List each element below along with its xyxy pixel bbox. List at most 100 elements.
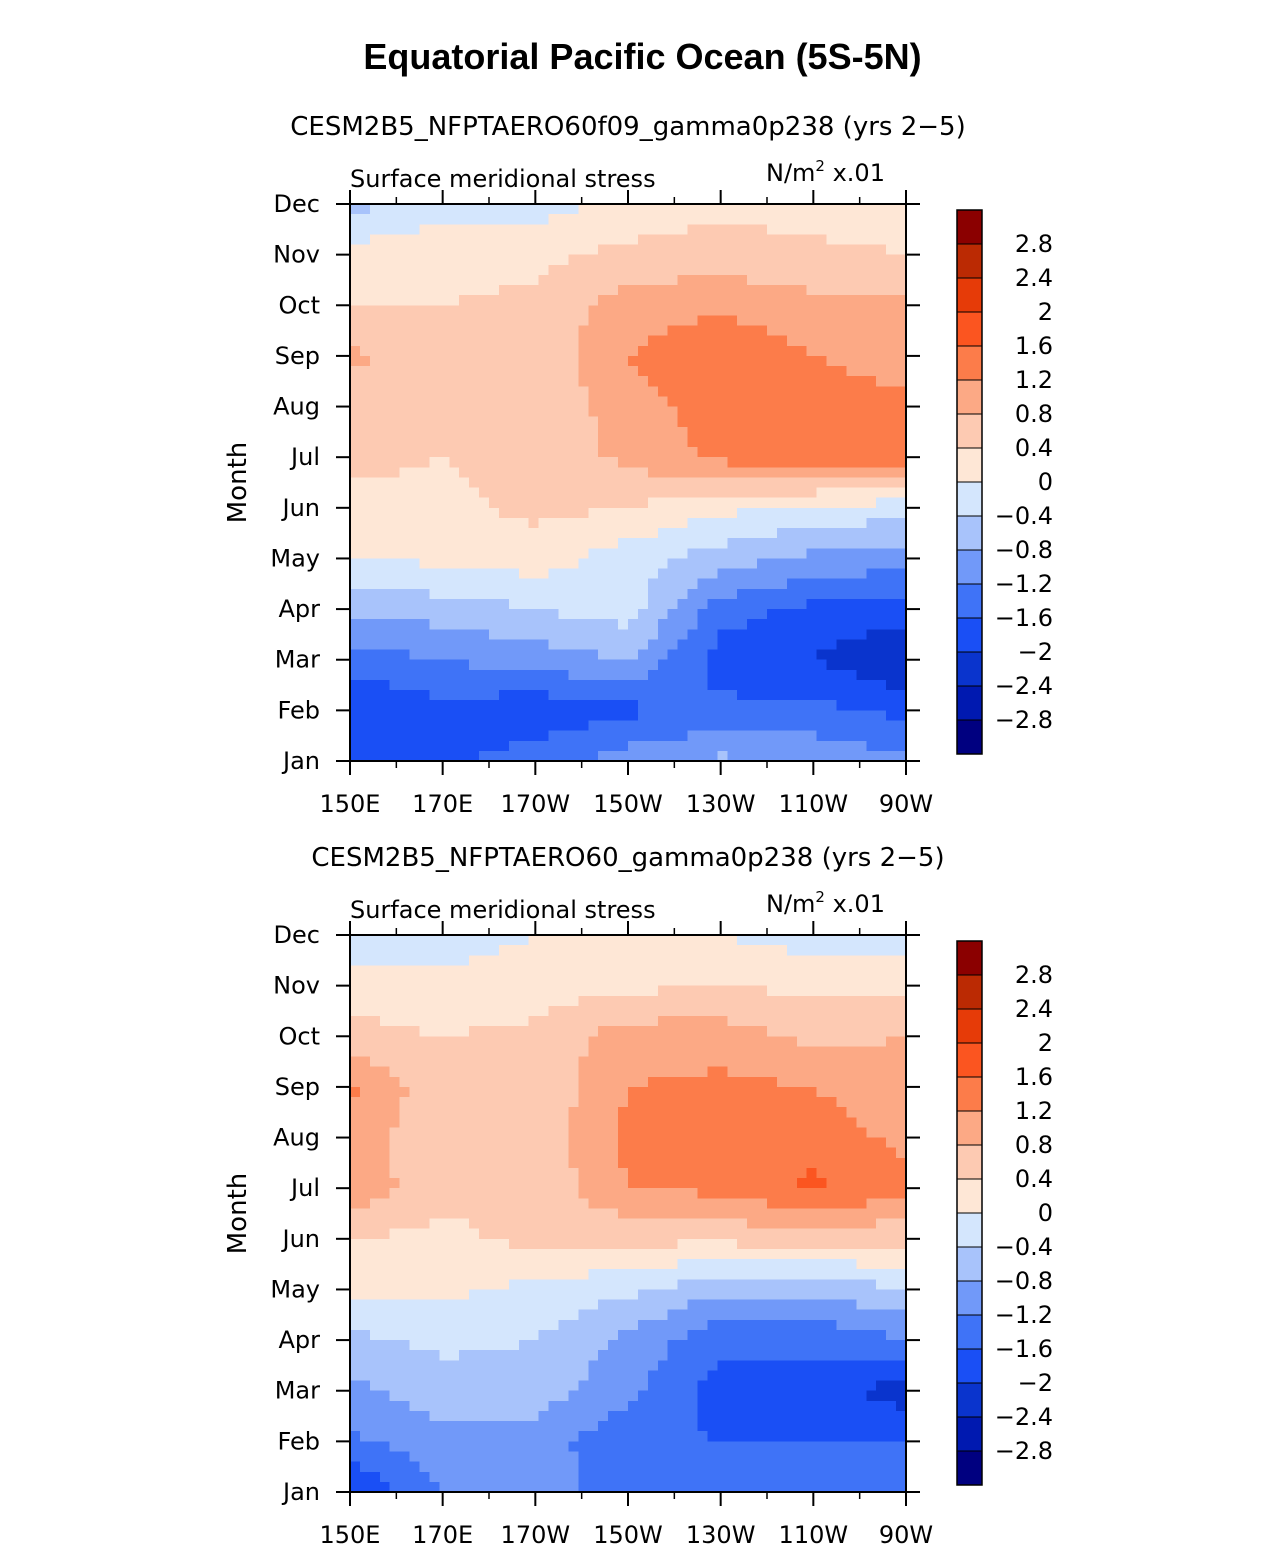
- field-cell: [727, 366, 738, 377]
- field-cell: [678, 720, 689, 731]
- field-cell: [350, 1148, 361, 1159]
- field-cell: [876, 508, 887, 519]
- field-cell: [588, 315, 599, 326]
- field-cell: [807, 1117, 818, 1128]
- field-cell: [856, 1178, 867, 1189]
- field-cell: [817, 538, 828, 549]
- field-cell: [638, 955, 649, 966]
- field-cell: [489, 447, 500, 458]
- field-cell: [549, 488, 560, 499]
- field-cell: [717, 234, 728, 245]
- field-cell: [856, 1036, 867, 1047]
- field-cell: [827, 680, 838, 691]
- field-cell: [350, 457, 361, 468]
- field-cell: [539, 538, 550, 549]
- field-cell: [559, 1229, 570, 1240]
- field-cell: [479, 629, 490, 640]
- field-cell: [876, 1026, 887, 1037]
- field-cell: [866, 710, 877, 721]
- field-cell: [588, 488, 599, 499]
- field-cell: [737, 548, 748, 559]
- field-cell: [420, 579, 431, 590]
- field-cell: [509, 447, 520, 458]
- field-cell: [529, 437, 540, 448]
- field-cell: [727, 447, 738, 458]
- field-cell: [638, 976, 649, 987]
- field-cell: [509, 326, 520, 337]
- field-cell: [360, 935, 371, 946]
- field-cell: [707, 629, 718, 640]
- field-cell: [777, 1097, 788, 1108]
- field-cell: [866, 1046, 877, 1057]
- field-cell: [598, 457, 609, 468]
- field-cell: [658, 548, 669, 559]
- field-cell: [449, 731, 460, 742]
- field-cell: [489, 396, 500, 407]
- field-cell: [678, 935, 689, 946]
- field-cell: [648, 508, 659, 519]
- field-cell: [519, 639, 530, 650]
- field-cell: [350, 650, 361, 661]
- field-cell: [717, 315, 728, 326]
- field-cell: [737, 285, 748, 296]
- field-cell: [449, 326, 460, 337]
- field-cell: [410, 1046, 421, 1057]
- field-cell: [648, 457, 659, 468]
- field-cell: [400, 407, 411, 418]
- field-cell: [797, 660, 808, 671]
- field-cell: [429, 366, 440, 377]
- field-cell: [380, 639, 391, 650]
- field-cell: [827, 467, 838, 478]
- field-cell: [678, 650, 689, 661]
- field-cell: [846, 498, 857, 509]
- field-cell: [400, 376, 411, 387]
- field-cell: [787, 427, 798, 438]
- field-cell: [856, 741, 867, 752]
- field-cell: [469, 589, 480, 600]
- field-cell: [469, 245, 480, 256]
- field-cell: [420, 356, 431, 367]
- field-cell: [539, 1158, 550, 1169]
- field-cell: [727, 1057, 738, 1068]
- field-cell: [876, 548, 887, 559]
- field-cell: [549, 214, 560, 225]
- field-cell: [410, 619, 421, 630]
- field-cell: [618, 945, 629, 956]
- field-cell: [559, 619, 570, 630]
- field-cell: [777, 1239, 788, 1250]
- field-cell: [668, 1148, 679, 1159]
- field-cell: [777, 569, 788, 580]
- field-cell: [707, 1077, 718, 1088]
- field-cell: [856, 670, 867, 681]
- field-cell: [479, 1239, 490, 1250]
- field-cell: [578, 1036, 589, 1047]
- field-cell: [618, 1148, 629, 1159]
- field-cell: [698, 275, 709, 286]
- field-cell: [727, 1006, 738, 1017]
- field-cell: [539, 1046, 550, 1057]
- field-cell: [350, 976, 361, 987]
- field-cell: [410, 1117, 421, 1128]
- field-cell: [578, 1208, 589, 1219]
- field-cell: [598, 945, 609, 956]
- field-cell: [737, 1168, 748, 1179]
- field-cell: [698, 986, 709, 997]
- field-cell: [747, 245, 758, 256]
- field-cell: [688, 326, 699, 337]
- field-cell: [777, 1198, 788, 1209]
- field-cell: [529, 1198, 540, 1209]
- field-cell: [767, 528, 778, 539]
- field-cell: [469, 1158, 480, 1169]
- field-cell: [489, 1097, 500, 1108]
- field-cell: [827, 1148, 838, 1159]
- field-cell: [787, 1057, 798, 1068]
- field-cell: [539, 336, 550, 347]
- field-cell: [568, 1138, 579, 1149]
- field-cell: [598, 986, 609, 997]
- field-cell: [469, 295, 480, 306]
- field-cell: [608, 508, 619, 519]
- field-cell: [866, 295, 877, 306]
- field-cell: [549, 670, 560, 681]
- field-cell: [876, 488, 887, 499]
- field-cell: [429, 996, 440, 1007]
